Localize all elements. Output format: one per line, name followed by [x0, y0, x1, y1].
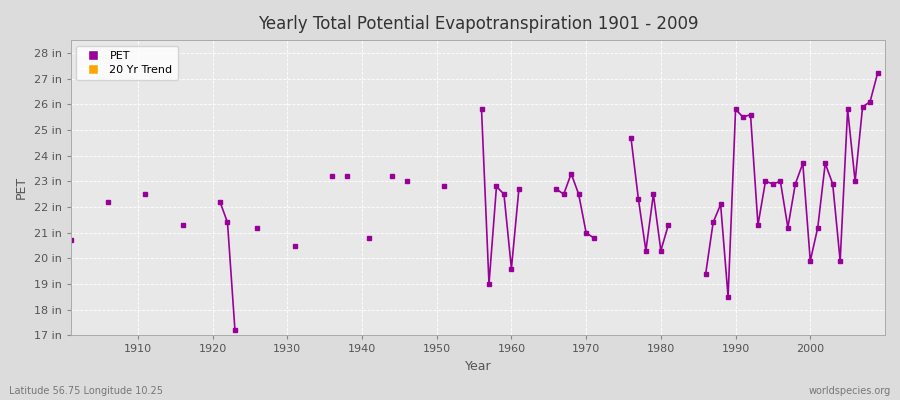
X-axis label: Year: Year [464, 360, 491, 373]
Title: Yearly Total Potential Evapotranspiration 1901 - 2009: Yearly Total Potential Evapotranspiratio… [257, 15, 698, 33]
Y-axis label: PET: PET [15, 176, 28, 199]
Text: worldspecies.org: worldspecies.org [809, 386, 891, 396]
Text: Latitude 56.75 Longitude 10.25: Latitude 56.75 Longitude 10.25 [9, 386, 163, 396]
Legend: PET, 20 Yr Trend: PET, 20 Yr Trend [76, 46, 178, 80]
